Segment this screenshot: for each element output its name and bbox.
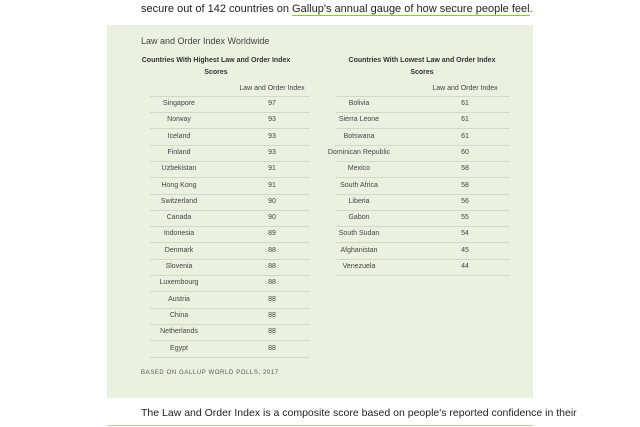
index-score: 90 (268, 197, 276, 205)
country-name: Mexico (347, 165, 371, 173)
row-line (335, 242, 510, 244)
row-line (150, 307, 310, 309)
index-score: 93 (268, 116, 276, 124)
row-line (335, 177, 510, 179)
index-score: 61 (461, 100, 469, 107)
country-name: Norway (167, 116, 191, 124)
figure-source: BASED ON GALLUP WORLD POLLS, 2017 (141, 370, 279, 376)
country-name: Singapore (163, 100, 195, 107)
index-score: 91 (268, 181, 276, 189)
index-score: 88 (268, 328, 276, 336)
country-name: Luxembourg (159, 279, 199, 287)
country-name: Afghanistan (340, 246, 378, 254)
country-name: Gabon (348, 214, 370, 222)
index-score: 88 (268, 311, 276, 319)
row-line (150, 340, 310, 342)
outro-text: The Law and Order Index is a composite s… (141, 407, 577, 419)
index-score: 89 (268, 230, 276, 238)
index-score: 45 (461, 246, 469, 254)
country-name: South Sudan (338, 230, 380, 238)
column-header: Law and Order Index (432, 85, 498, 92)
country-name: Bolivia (348, 100, 370, 107)
country-name: Denmark (164, 246, 194, 254)
index-score: 54 (461, 230, 469, 238)
index-score: 93 (268, 132, 276, 140)
row-line (335, 96, 510, 97)
country-name: Iceland (167, 132, 191, 140)
divider (107, 425, 533, 426)
index-score: 88 (268, 295, 276, 303)
country-name: South Africa (340, 181, 378, 189)
row-line (335, 275, 510, 276)
country-name: Venezuela (342, 263, 376, 270)
index-score: 61 (461, 116, 469, 124)
index-score: 91 (268, 165, 276, 173)
row-line (335, 128, 510, 130)
intro-before: secure out of 142 countries on (141, 3, 293, 15)
country-name: Sierra Leone (338, 116, 380, 124)
index-score: 44 (461, 263, 469, 270)
row-line (150, 96, 310, 97)
index-score: 88 (268, 279, 276, 287)
index-score: 55 (461, 214, 469, 222)
intro-text: secure out of 142 countries on Gallup's … (141, 3, 533, 16)
row-line (335, 258, 510, 260)
row-line (150, 128, 310, 130)
index-score: 61 (461, 132, 469, 140)
index-score: 58 (461, 181, 469, 189)
index-score: 58 (461, 165, 469, 173)
table-heading: Countries With Lowest Law and Order Inde… (348, 57, 496, 76)
row-line (335, 193, 510, 195)
row-line (150, 177, 310, 179)
index-score: 88 (268, 344, 276, 352)
figure-title: Law and Order Index Worldwide (141, 36, 270, 46)
row-line (335, 112, 510, 113)
row-line (150, 242, 310, 244)
row-line (335, 226, 510, 228)
index-score: 93 (268, 148, 276, 156)
row-line (150, 193, 310, 195)
table-heading: Countries With Highest Law and Order Ind… (141, 57, 291, 76)
row-line (150, 323, 310, 325)
country-name: Indonesia (163, 230, 195, 238)
index-score: 88 (268, 246, 276, 254)
row-line (335, 144, 510, 146)
column-header: Law and Order Index (239, 85, 305, 92)
country-name: Finland (167, 148, 191, 156)
figure-box (107, 25, 533, 398)
country-name: Canada (166, 214, 192, 222)
row-line (150, 209, 310, 211)
country-name: China (169, 311, 189, 319)
row-line (150, 112, 310, 113)
row-line (150, 226, 310, 228)
country-name: Dominican Republic (327, 148, 391, 156)
row-line (150, 144, 310, 146)
row-line (150, 160, 310, 162)
row-line (150, 356, 310, 358)
intro-after: . (529, 3, 533, 15)
row-line (150, 291, 310, 293)
country-name: Slovenia (165, 263, 193, 270)
row-line (150, 258, 310, 260)
country-name: Netherlands (160, 328, 198, 336)
country-name: Austria (168, 295, 190, 303)
index-score: 88 (268, 263, 276, 270)
country-name: Liberia (348, 197, 370, 205)
country-name: Botswana (343, 132, 375, 140)
country-name: Uzbekistan (161, 165, 197, 173)
country-name: Hong Kong (161, 181, 197, 189)
row-line (335, 160, 510, 162)
country-name: Switzerland (160, 197, 198, 205)
intro-link[interactable]: Gallup's annual gauge of how secure peop… (292, 3, 530, 16)
country-name: Egypt (170, 344, 188, 352)
index-score: 60 (461, 148, 469, 156)
row-line (335, 209, 510, 211)
index-score: 97 (268, 100, 276, 107)
index-score: 90 (268, 214, 276, 222)
index-score: 56 (461, 197, 469, 205)
row-line (150, 275, 310, 276)
